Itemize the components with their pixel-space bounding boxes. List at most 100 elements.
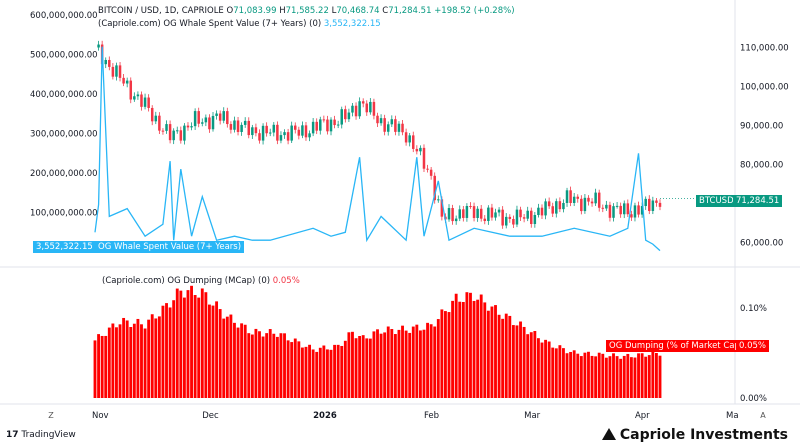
candle-body — [572, 196, 576, 203]
dumping-bar — [129, 327, 133, 398]
candle-body — [97, 44, 100, 48]
candle-body — [147, 97, 150, 108]
left-axis-tick: 200,000,000.00 — [30, 169, 98, 179]
legend-line-whale: (Capriole.com) OG Whale Spent Value (7+ … — [98, 19, 381, 29]
candle-body — [612, 206, 615, 218]
candle-body — [319, 119, 322, 131]
candle-body — [476, 208, 479, 218]
left-axis-tick: 400,000,000.00 — [30, 90, 98, 100]
candle-body — [311, 121, 315, 134]
dumping-bar — [486, 310, 490, 398]
dumping-bar — [569, 351, 573, 398]
candle-body — [590, 201, 594, 204]
dumping-bar — [186, 290, 190, 398]
candle-body — [379, 118, 383, 124]
candle-body — [265, 125, 268, 134]
dumping-bar — [433, 326, 437, 398]
dumping-bar — [147, 319, 151, 398]
dumping-bar — [93, 340, 97, 398]
dumping-bar — [619, 358, 623, 398]
candle-body — [426, 168, 429, 170]
candle-body — [204, 117, 208, 123]
candle-body — [240, 124, 243, 132]
dumping-bar — [458, 301, 462, 398]
candle-body — [329, 119, 333, 132]
dumping-bar — [386, 326, 390, 398]
candle-body — [369, 101, 372, 113]
dumping-bar — [597, 352, 601, 398]
candle-body — [193, 111, 197, 127]
candle-body — [276, 124, 279, 141]
auto-scale-button[interactable]: A — [760, 410, 766, 420]
dumping-bar — [132, 323, 136, 398]
dumping-bar — [551, 347, 555, 398]
candle-body — [526, 210, 529, 219]
btc-price-tag: 71,284.51 — [733, 195, 783, 207]
dumping-bar — [633, 357, 637, 398]
candle-body — [451, 208, 454, 222]
candle-body — [530, 210, 533, 225]
dumping-bar — [461, 302, 465, 398]
candle-body — [562, 202, 565, 210]
dumping-bar — [336, 344, 340, 398]
candle-body — [261, 125, 265, 141]
candle-body — [569, 190, 572, 203]
dumping-bar — [436, 319, 440, 398]
dumping-bar — [97, 334, 101, 398]
candle-body — [308, 133, 311, 138]
dumping-bar — [225, 316, 229, 398]
candle-body — [129, 80, 133, 100]
candle-body — [422, 147, 426, 169]
dumping-bar — [100, 335, 104, 398]
candle-body — [547, 201, 551, 207]
candle-body — [361, 101, 365, 104]
dumping-bar — [157, 316, 161, 398]
zoom-left-button[interactable]: Z — [48, 410, 54, 420]
candle-body — [576, 196, 580, 199]
dumping-bar — [601, 353, 605, 398]
dumping-bar — [247, 333, 251, 398]
candle-body — [540, 207, 544, 216]
whale-spent-line — [94, 46, 661, 252]
dumping-bar — [408, 332, 412, 398]
dumping-bar — [254, 328, 258, 398]
dumping-bar — [622, 355, 626, 398]
dumping-bar — [422, 329, 426, 398]
candle-body — [183, 125, 186, 141]
dumping-bar — [193, 295, 197, 398]
dumping-bar — [340, 345, 344, 398]
dumping-bar — [175, 288, 179, 398]
dumping-bar — [168, 307, 172, 398]
dumping-bar — [426, 322, 429, 398]
candle-body — [580, 198, 583, 212]
dumping-bar — [354, 338, 358, 398]
dumping-bar — [233, 322, 236, 398]
candle-body — [322, 119, 326, 121]
dumping-bar — [651, 351, 655, 398]
dumping-bar — [261, 336, 265, 398]
candle-body — [404, 132, 408, 143]
candle-body — [587, 197, 590, 202]
dumping-bar — [376, 329, 379, 398]
dumping-bar — [240, 323, 244, 398]
dumping-bar — [558, 345, 562, 398]
dumping-bar — [250, 334, 254, 398]
tradingview-logo[interactable]: 𝟭𝟳 TradingView — [6, 430, 76, 440]
dumping-bar — [522, 326, 526, 398]
dumping-bar — [393, 334, 397, 398]
candle-body — [333, 119, 336, 126]
dumping-bar — [208, 304, 211, 398]
candle-body — [615, 205, 619, 207]
dumping-bar — [125, 320, 129, 398]
candle-body — [168, 124, 172, 141]
dumping-bar — [418, 330, 422, 398]
dumping-bar — [637, 353, 640, 398]
candle-body — [644, 198, 647, 207]
dumping-bar — [268, 329, 272, 398]
candle-body — [140, 94, 143, 107]
candle-body — [583, 197, 587, 212]
capriole-brand: Capriole Investments — [601, 427, 788, 443]
dumping-bar — [383, 332, 387, 398]
candle-body — [394, 119, 397, 132]
